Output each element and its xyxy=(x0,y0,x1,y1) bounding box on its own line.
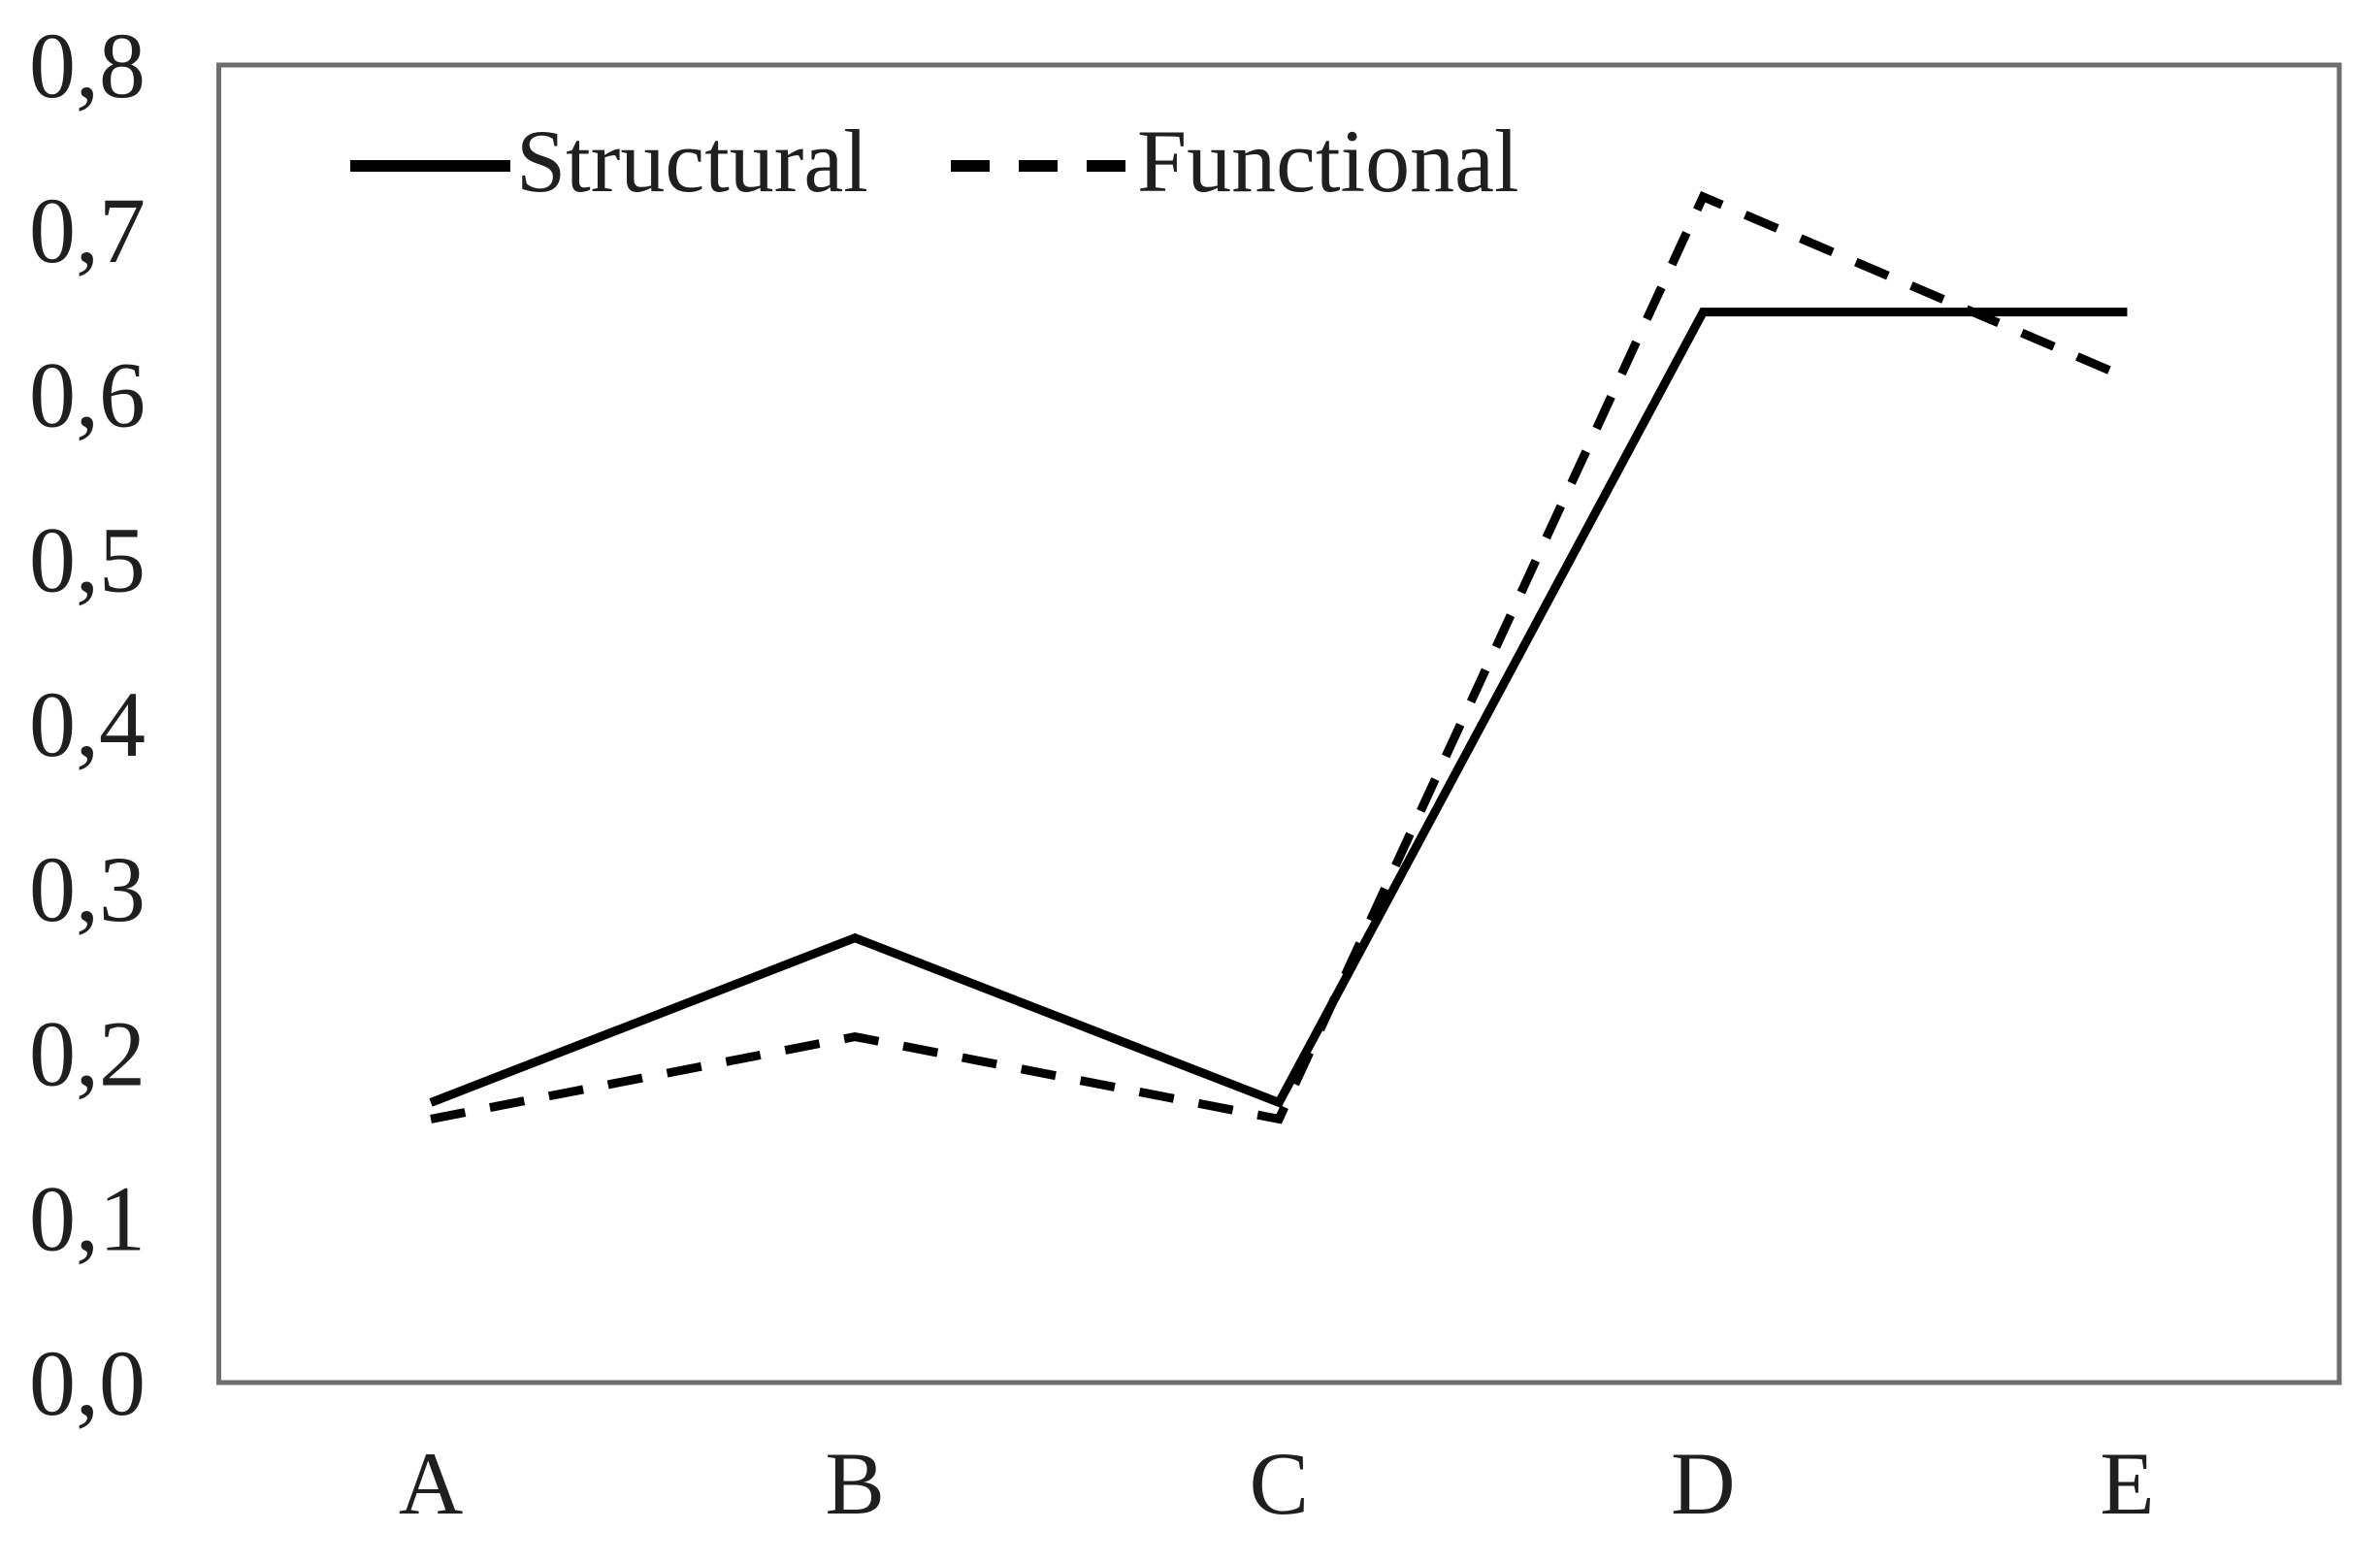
x-category-label: D xyxy=(1671,1434,1735,1533)
y-tick-label: 0,2 xyxy=(29,1002,146,1106)
y-tick-label: 0,1 xyxy=(29,1166,146,1270)
legend-label-functional: Functional xyxy=(1137,112,1519,211)
y-tick-label: 0,3 xyxy=(29,837,146,941)
x-category-label: B xyxy=(825,1434,884,1533)
plot-border xyxy=(216,62,2342,1385)
x-category-label: A xyxy=(399,1434,463,1533)
y-tick-label: 0,7 xyxy=(29,179,146,282)
legend-label-structural: Structural xyxy=(516,112,868,211)
x-category-label: C xyxy=(1250,1434,1309,1533)
y-tick-label: 0,6 xyxy=(29,343,146,447)
series-line-functional xyxy=(430,190,2130,1124)
y-tick-label: 0,8 xyxy=(29,14,146,117)
series-line-structural xyxy=(429,308,2128,1109)
x-category-label: E xyxy=(2100,1434,2154,1533)
y-tick-label: 0,4 xyxy=(29,672,146,776)
y-tick-label: 0,5 xyxy=(29,507,146,611)
y-tick-label: 0,0 xyxy=(29,1331,146,1435)
